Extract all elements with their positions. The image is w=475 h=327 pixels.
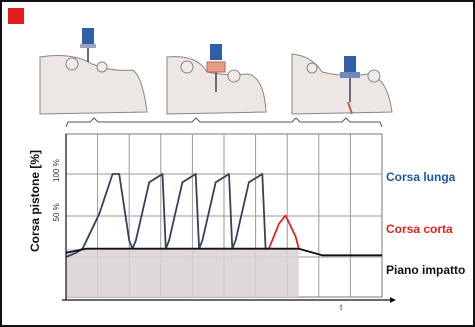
phase-brackets [65,117,383,128]
fill-region [66,248,299,297]
tick-group: 100 % 50 % t [52,134,396,312]
impact-fill [66,248,299,297]
y-tick-label: 100 % [52,159,61,182]
corner-marker [8,8,24,24]
x-axis-label: t [340,303,343,312]
x-axis-arrow [390,297,396,303]
series-corsa-corta [268,214,300,250]
series-piano-impatto [65,247,382,257]
series-group [65,173,382,258]
illustrations [39,28,393,128]
legend-corsa-corta: Corsa corta [386,222,453,236]
y-tick-label: 50 % [52,203,61,221]
legend-corsa-lunga: Corsa lunga [386,170,456,184]
series-corsa-lunga [65,173,269,258]
drilling-rig-icon-3 [291,53,393,115]
drilling-rig-icon-2 [166,44,267,115]
drilling-rig-icon-1 [39,28,148,115]
legend-piano-impatto: Piano impatto [386,263,466,277]
